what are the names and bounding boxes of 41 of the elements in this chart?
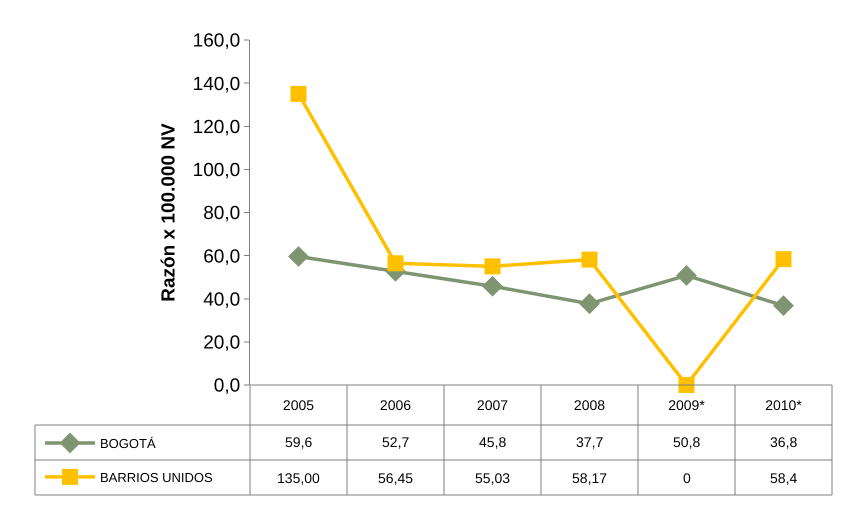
point [290,86,306,102]
point [582,252,598,268]
point [676,265,697,286]
data-label: 135,00 [277,470,320,486]
x-tick-label: 2007 [476,397,508,413]
data-label: 56,45 [378,470,414,486]
data-label: 52,7 [382,434,410,450]
point [484,258,500,274]
point [678,377,694,393]
legend-label: BARRIOS UNIDOS [100,470,214,485]
data-label: 58,17 [572,470,608,486]
x-tick-label: 2009* [668,397,706,413]
y-tick-label: 80,0 [203,203,240,224]
data-label: 0 [683,470,691,486]
y-tick-label: 120,0 [192,116,240,138]
x-tick-label: 2008 [574,397,606,413]
point [776,251,792,268]
y-tick-label: 0,0 [214,376,240,397]
y-tick-label: 40,0 [203,289,240,310]
y-tick-label: 20,0 [203,332,240,354]
point [482,276,503,297]
point [579,293,600,314]
y-tick-label: 60,0 [203,246,240,268]
point [773,295,794,316]
y-axis-title: Razón x 100.000 NV [158,122,180,302]
y-tick-label: 100,0 [192,160,240,182]
y-tick-label: 140,0 [192,74,240,95]
point [288,246,309,267]
data-label: 36,8 [770,434,798,450]
data-label: 37,7 [576,434,604,450]
data-label: 58,4 [770,470,798,486]
x-tick-label: 2005 [282,397,314,413]
data-label: 45,8 [479,434,506,450]
y-tick-label: 160,0 [192,30,240,52]
point [388,255,404,272]
x-tick-label: 2010* [765,397,802,413]
data-label: 59,6 [285,434,312,450]
x-tick-label: 2006 [380,397,412,413]
data-label: 50,8 [673,434,700,450]
legend-label: BOGOTÁ [100,436,156,452]
data-label: 55,03 [475,470,510,486]
